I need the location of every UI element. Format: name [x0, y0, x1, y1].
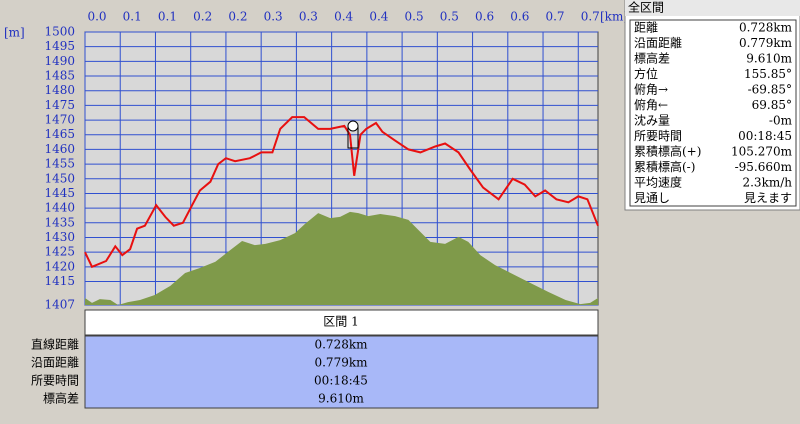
summary-value: -0m [769, 114, 793, 128]
section-header: 区間 1 [323, 315, 358, 329]
summary-value: 9.610m [746, 52, 792, 66]
y-tick-label: 1425 [44, 245, 75, 259]
summary-title: 全区間 [628, 0, 664, 15]
y-tick-label: 1460 [44, 142, 75, 156]
summary-label: 標高差 [634, 51, 670, 66]
y-tick-label: 1500 [44, 25, 75, 39]
x-tick-label: 0.4 [334, 10, 353, 24]
section-label: 標高差 [43, 391, 79, 406]
section-value: 0.779km [314, 356, 368, 370]
summary-label: 距離 [634, 21, 658, 35]
elevation-line [84, 116, 599, 269]
summary-value: 155.85° [744, 67, 792, 81]
section-value: 00:18:45 [314, 374, 368, 388]
section-label: 所要時間 [31, 374, 79, 388]
summary-value: 105.270m [731, 145, 793, 159]
y-tick-label: 1450 [44, 171, 75, 185]
summary-label: 俯角→ [634, 82, 668, 97]
x-tick-label: 0.1 [158, 10, 177, 24]
summary-value: -69.85° [748, 83, 792, 97]
x-tick-label: 0.5 [405, 10, 424, 24]
section-label: 直線距離 [31, 337, 79, 352]
y-tick-label: 1415 [44, 274, 75, 288]
section-value: 9.610m [318, 392, 364, 406]
summary-label: 累積標高(+) [634, 144, 701, 159]
y-tick-label: 1475 [44, 98, 75, 112]
x-tick-label: 0.3 [264, 10, 283, 24]
summary-table [629, 19, 797, 207]
summary-label: 沿面距離 [634, 36, 682, 50]
x-unit: [km] [600, 10, 628, 24]
summary-value: 69.85° [752, 98, 792, 112]
y-tick-label: 1445 [44, 186, 75, 200]
y-tick-label: 1470 [44, 113, 75, 127]
summary-label: 沈み量 [634, 113, 670, 128]
y-tick-label: 1430 [44, 230, 75, 244]
x-tick-label: 0.0 [87, 10, 106, 24]
summary-label: 所要時間 [634, 129, 682, 143]
y-tick-label: 1440 [44, 201, 75, 215]
summary-title-bar [625, 0, 800, 16]
section-table [84, 335, 599, 409]
x-tick-label: 0.1 [123, 10, 142, 24]
summary-value: -95.660m [735, 160, 793, 174]
y-tick-label: 1435 [44, 215, 75, 229]
summary-label: 平均速度 [634, 175, 682, 190]
y-tick-label: 1495 [44, 39, 75, 53]
x-tick-label: 0.4 [369, 10, 388, 24]
summary-value: 見えます [744, 191, 792, 205]
summary-label: 俯角← [634, 97, 668, 112]
x-tick-label: 0.6 [510, 10, 529, 24]
x-tick-label: 0.2 [228, 10, 247, 24]
y-tick-label: 1480 [44, 83, 75, 97]
y-unit: [m] [4, 26, 25, 40]
x-tick-label: 0.2 [193, 10, 212, 24]
y-tick-label: 1455 [44, 157, 75, 171]
pin-head [347, 120, 359, 132]
y-tick-label: 1407 [44, 298, 75, 312]
summary-value: 0.728km [739, 21, 793, 35]
summary-value: 00:18:45 [738, 129, 792, 143]
x-tick-label: 0.7 [545, 10, 564, 24]
summary-value: 0.779km [739, 36, 793, 50]
x-tick-label: 0.7 [581, 10, 600, 24]
y-tick-label: 1490 [44, 54, 75, 68]
summary-label: 方位 [634, 66, 658, 81]
marker [347, 120, 359, 149]
y-tick-label: 1465 [44, 127, 75, 141]
section-value: 0.728km [314, 338, 368, 352]
summary-label: 見通し [634, 191, 670, 205]
summary-label: 累積標高(-) [634, 159, 695, 174]
x-tick-label: 0.5 [440, 10, 459, 24]
y-tick-label: 1485 [44, 69, 75, 83]
section-header-box [84, 309, 599, 336]
summary-value: 2.3km/h [742, 176, 792, 190]
summary-panel: 全区間 距離 0.728km 沿面距離 0.779km 標高差 9.610m 方位 155.8… [624, 0, 800, 211]
terrain-area [85, 211, 598, 305]
x-tick-label: 0.3 [299, 10, 318, 24]
summary-box [624, 0, 800, 211]
y-tick-label: 1420 [44, 259, 75, 273]
section-label: 沿面距離 [31, 356, 79, 370]
x-tick-label: 0.6 [475, 10, 494, 24]
